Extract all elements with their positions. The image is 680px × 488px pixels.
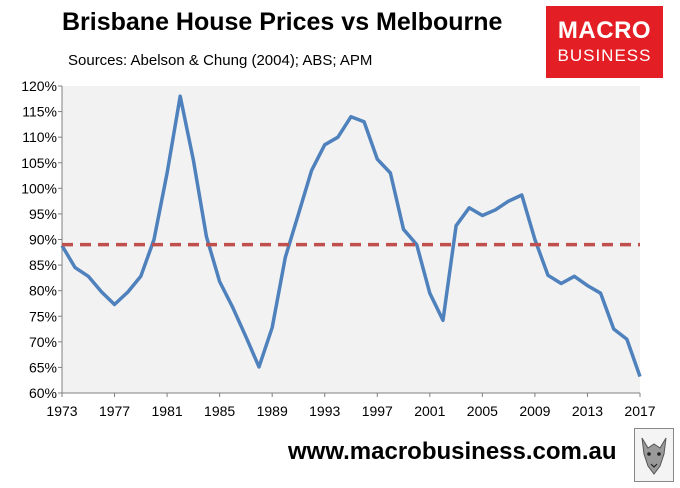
x-tick-label: 1985 — [204, 403, 235, 419]
y-tick-label: 65% — [29, 359, 57, 375]
series-lines — [60, 94, 642, 378]
x-tick-label: 2017 — [624, 403, 655, 419]
x-tick-label: 1973 — [46, 403, 77, 419]
x-tick-label: 2009 — [519, 403, 550, 419]
x-tick-label: 2001 — [414, 403, 445, 419]
x-axis-ticks: 1973 1977 1981 1985 1989 1993 1997 2001 2005 2009… — [46, 393, 656, 419]
price-ratio-line — [60, 94, 642, 378]
y-tick-label: 105% — [21, 155, 57, 171]
chart-title: Brisbane House Prices vs Melbourne — [62, 8, 503, 36]
y-tick-label: 85% — [29, 257, 57, 273]
y-tick-label: 80% — [29, 283, 57, 299]
y-tick-label: 75% — [29, 308, 57, 324]
x-tick-label: 1993 — [309, 403, 340, 419]
plot-area — [62, 86, 640, 393]
x-tick-label: 1977 — [99, 403, 130, 419]
y-tick-label: 90% — [29, 232, 57, 248]
logo-line-1: MACRO — [557, 17, 652, 44]
y-tick-label: 95% — [29, 206, 57, 222]
y-tick-label: 120% — [21, 78, 57, 94]
x-tick-label: 2005 — [467, 403, 498, 419]
y-tick-label: 110% — [22, 129, 57, 145]
x-tick-label: 1997 — [362, 403, 393, 419]
y-tick-label: 60% — [29, 385, 57, 401]
x-tick-label: 1981 — [152, 403, 183, 419]
x-tick-label: 1989 — [257, 403, 288, 419]
x-tick-label: 2013 — [572, 403, 603, 419]
y-tick-label: 115% — [22, 104, 57, 120]
logo-line-2: BUSINESS — [557, 46, 652, 65]
chart-subtitle: Sources: Abelson & Chung (2004); ABS; AP… — [68, 52, 373, 69]
y-axis-ticks: 60% 65% 70% 75% 80% 85% 90% 95% 100% 105% 110% 115%… — [21, 78, 62, 401]
y-tick-label: 70% — [29, 334, 57, 350]
wolf-icon — [634, 428, 674, 482]
website-url[interactable]: www.macrobusiness.com.au — [288, 438, 617, 465]
y-tick-label: 100% — [21, 180, 57, 196]
macrobusiness-logo[interactable]: MACRO BUSINESS — [546, 6, 663, 78]
